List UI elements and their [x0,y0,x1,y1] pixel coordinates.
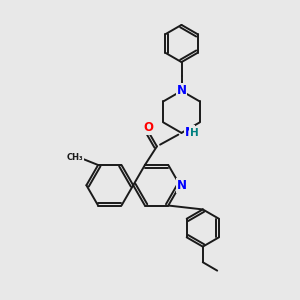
Text: H: H [190,128,199,138]
Text: N: N [184,126,194,140]
Text: O: O [143,121,153,134]
Text: N: N [176,84,187,98]
Text: CH₃: CH₃ [66,153,83,162]
Text: N: N [176,179,187,192]
